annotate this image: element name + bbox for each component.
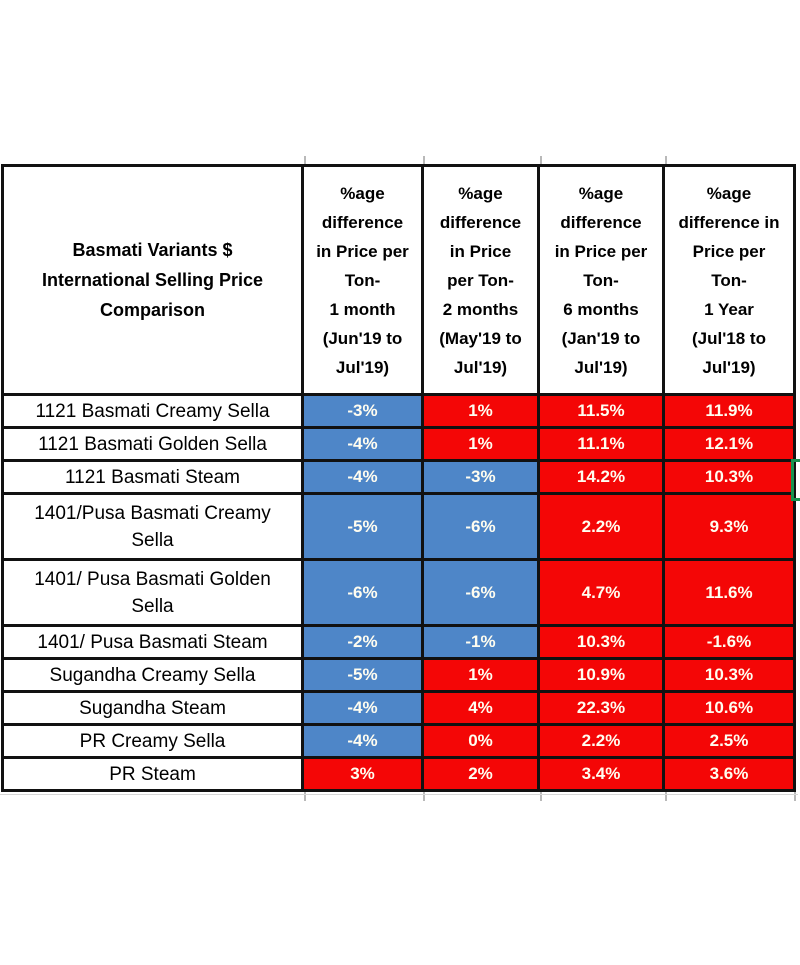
column-header-cell-1year: %age difference in Price per Ton- 1 Year… — [665, 167, 793, 393]
value-cell: -6% — [424, 495, 537, 558]
value-cell: 1% — [424, 429, 537, 459]
value-cell: -1.6% — [665, 627, 793, 657]
value-cell: -5% — [304, 495, 421, 558]
value-cell: 10.6% — [665, 693, 793, 723]
row-label-cell: Sugandha Creamy Sella — [4, 660, 301, 690]
value-cell: 11.9% — [665, 396, 793, 426]
value-cell: 3% — [304, 759, 421, 789]
value-cell: -1% — [424, 627, 537, 657]
value-cell: 10.3% — [540, 627, 662, 657]
row-label-cell: 1401/ Pusa Basmati Steam — [4, 627, 301, 657]
row-label-cell: 1121 Basmati Creamy Sella — [4, 396, 301, 426]
gridline-horizontal — [0, 794, 798, 795]
corner-header-cell: Basmati Variants $ International Selling… — [4, 167, 301, 393]
value-cell: 3.6% — [665, 759, 793, 789]
value-cell: -3% — [304, 396, 421, 426]
row-label-cell: 1121 Basmati Steam — [4, 462, 301, 492]
value-cell: 2.2% — [540, 495, 662, 558]
gridline-tick — [794, 792, 796, 801]
value-cell: 10.3% — [665, 462, 793, 492]
value-cell: -4% — [304, 429, 421, 459]
value-cell: 3.4% — [540, 759, 662, 789]
value-cell: 10.3% — [665, 660, 793, 690]
gridline-tick — [423, 792, 425, 801]
gridline-tick — [665, 156, 667, 164]
value-cell: -4% — [304, 693, 421, 723]
value-cell: 2.2% — [540, 726, 662, 756]
price-table: Basmati Variants $ International Selling… — [1, 164, 796, 792]
column-header-cell-1month: %age difference in Price per Ton- 1 mont… — [304, 167, 421, 393]
value-cell: -2% — [304, 627, 421, 657]
gridline-tick — [540, 156, 542, 164]
gridline-tick — [423, 156, 425, 164]
value-cell: 12.1% — [665, 429, 793, 459]
value-cell: 4.7% — [540, 561, 662, 624]
row-label-cell: 1121 Basmati Golden Sella — [4, 429, 301, 459]
value-cell: 9.3% — [665, 495, 793, 558]
value-cell: 2.5% — [665, 726, 793, 756]
row-label-cell: Sugandha Steam — [4, 693, 301, 723]
value-cell: 0% — [424, 726, 537, 756]
value-cell: 10.9% — [540, 660, 662, 690]
value-cell: -5% — [304, 660, 421, 690]
row-label-cell: PR Steam — [4, 759, 301, 789]
value-cell: 22.3% — [540, 693, 662, 723]
value-cell: 2% — [424, 759, 537, 789]
value-cell: -4% — [304, 726, 421, 756]
gridline-tick — [304, 156, 306, 164]
value-cell: 14.2% — [540, 462, 662, 492]
value-cell: 11.1% — [540, 429, 662, 459]
column-header-cell-6months: %age difference in Price per Ton- 6 mont… — [540, 167, 662, 393]
value-cell: -3% — [424, 462, 537, 492]
value-cell: 11.5% — [540, 396, 662, 426]
gridline-tick — [665, 792, 667, 801]
value-cell: -6% — [424, 561, 537, 624]
gridline-tick — [304, 792, 306, 801]
row-label-cell: 1401/ Pusa Basmati Golden Sella — [4, 561, 301, 624]
row-label-cell: 1401/Pusa Basmati Creamy Sella — [4, 495, 301, 558]
value-cell: -6% — [304, 561, 421, 624]
gridline-tick — [540, 792, 542, 801]
value-cell: 1% — [424, 660, 537, 690]
value-cell: 11.6% — [665, 561, 793, 624]
column-header-cell-2months: %age difference in Price per Ton- 2 mont… — [424, 167, 537, 393]
value-cell: 4% — [424, 693, 537, 723]
value-cell: -4% — [304, 462, 421, 492]
selection-outline — [791, 459, 800, 501]
value-cell: 1% — [424, 396, 537, 426]
row-label-cell: PR Creamy Sella — [4, 726, 301, 756]
